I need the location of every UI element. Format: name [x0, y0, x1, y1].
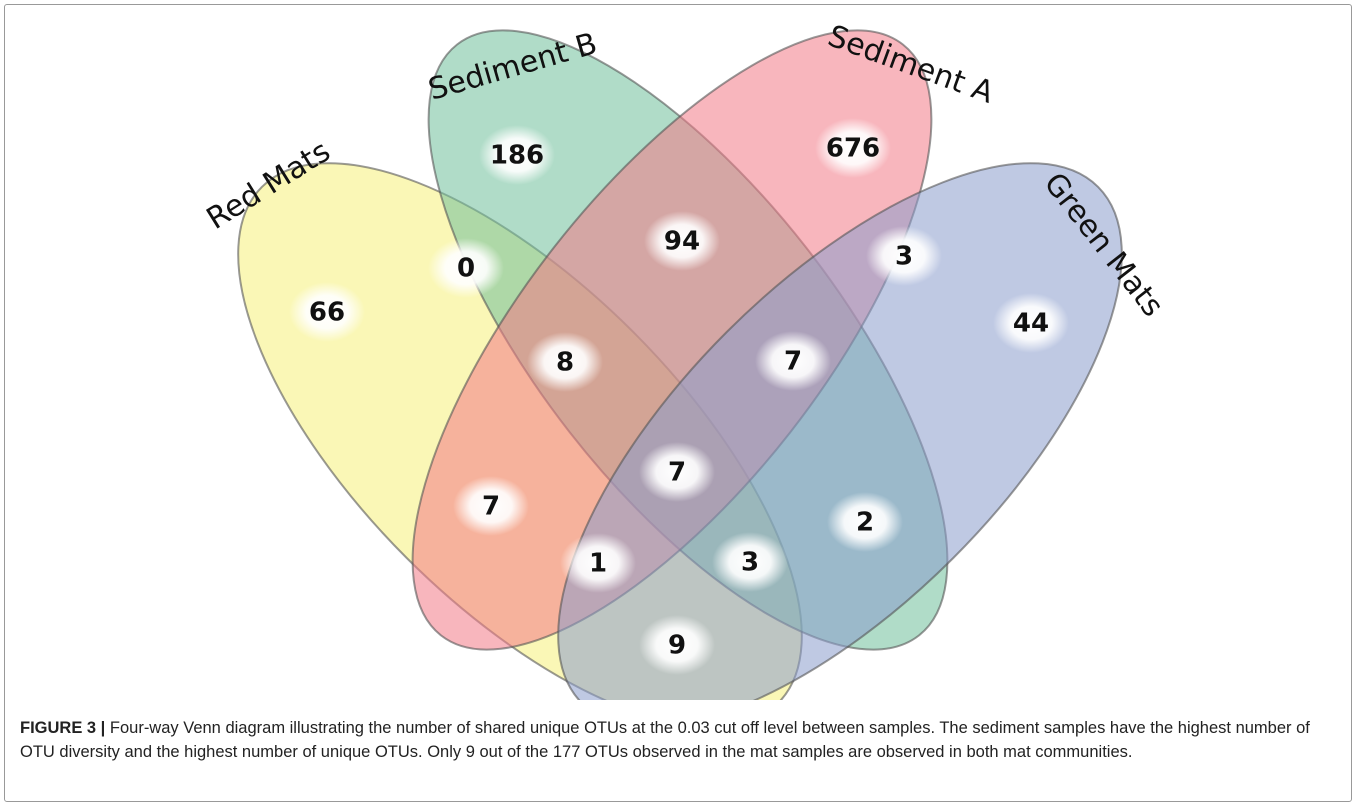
count-glow — [639, 442, 715, 502]
count-glow — [639, 615, 715, 675]
count-glow — [289, 282, 365, 342]
count-glow — [712, 532, 788, 592]
region-count: 676 — [826, 134, 880, 164]
count-glow — [815, 118, 891, 178]
count-glow — [644, 211, 720, 271]
figure-frame — [4, 4, 1352, 802]
region-count: 3 — [895, 242, 913, 272]
caption-text: Four-way Venn diagram illustrating the n… — [20, 719, 1310, 761]
count-glow — [993, 293, 1069, 353]
set-ellipse — [557, 162, 1123, 700]
count-glow — [479, 125, 555, 185]
region-count: 2 — [856, 508, 874, 538]
count-glow — [755, 331, 831, 391]
region-count: 186 — [490, 141, 544, 171]
region-count: 7 — [482, 492, 500, 522]
region-count: 3 — [741, 548, 759, 578]
region-count: 0 — [457, 254, 475, 284]
region-count: 9 — [668, 631, 686, 661]
region-count: 44 — [1013, 309, 1049, 339]
count-glow — [827, 492, 903, 552]
count-glow — [527, 332, 603, 392]
count-glow — [866, 226, 942, 286]
count-glow — [560, 533, 636, 593]
count-glow — [453, 476, 529, 536]
region-count: 8 — [556, 348, 574, 378]
region-count: 7 — [784, 347, 802, 377]
caption-label: FIGURE 3 | — [20, 719, 106, 737]
region-count: 94 — [664, 227, 700, 257]
region-count: 66 — [309, 298, 345, 328]
region-count: 1 — [589, 549, 607, 579]
caption: FIGURE 3 | Four-way Venn diagram illustr… — [20, 716, 1340, 764]
region-count: 7 — [668, 458, 686, 488]
count-glow — [428, 238, 504, 298]
